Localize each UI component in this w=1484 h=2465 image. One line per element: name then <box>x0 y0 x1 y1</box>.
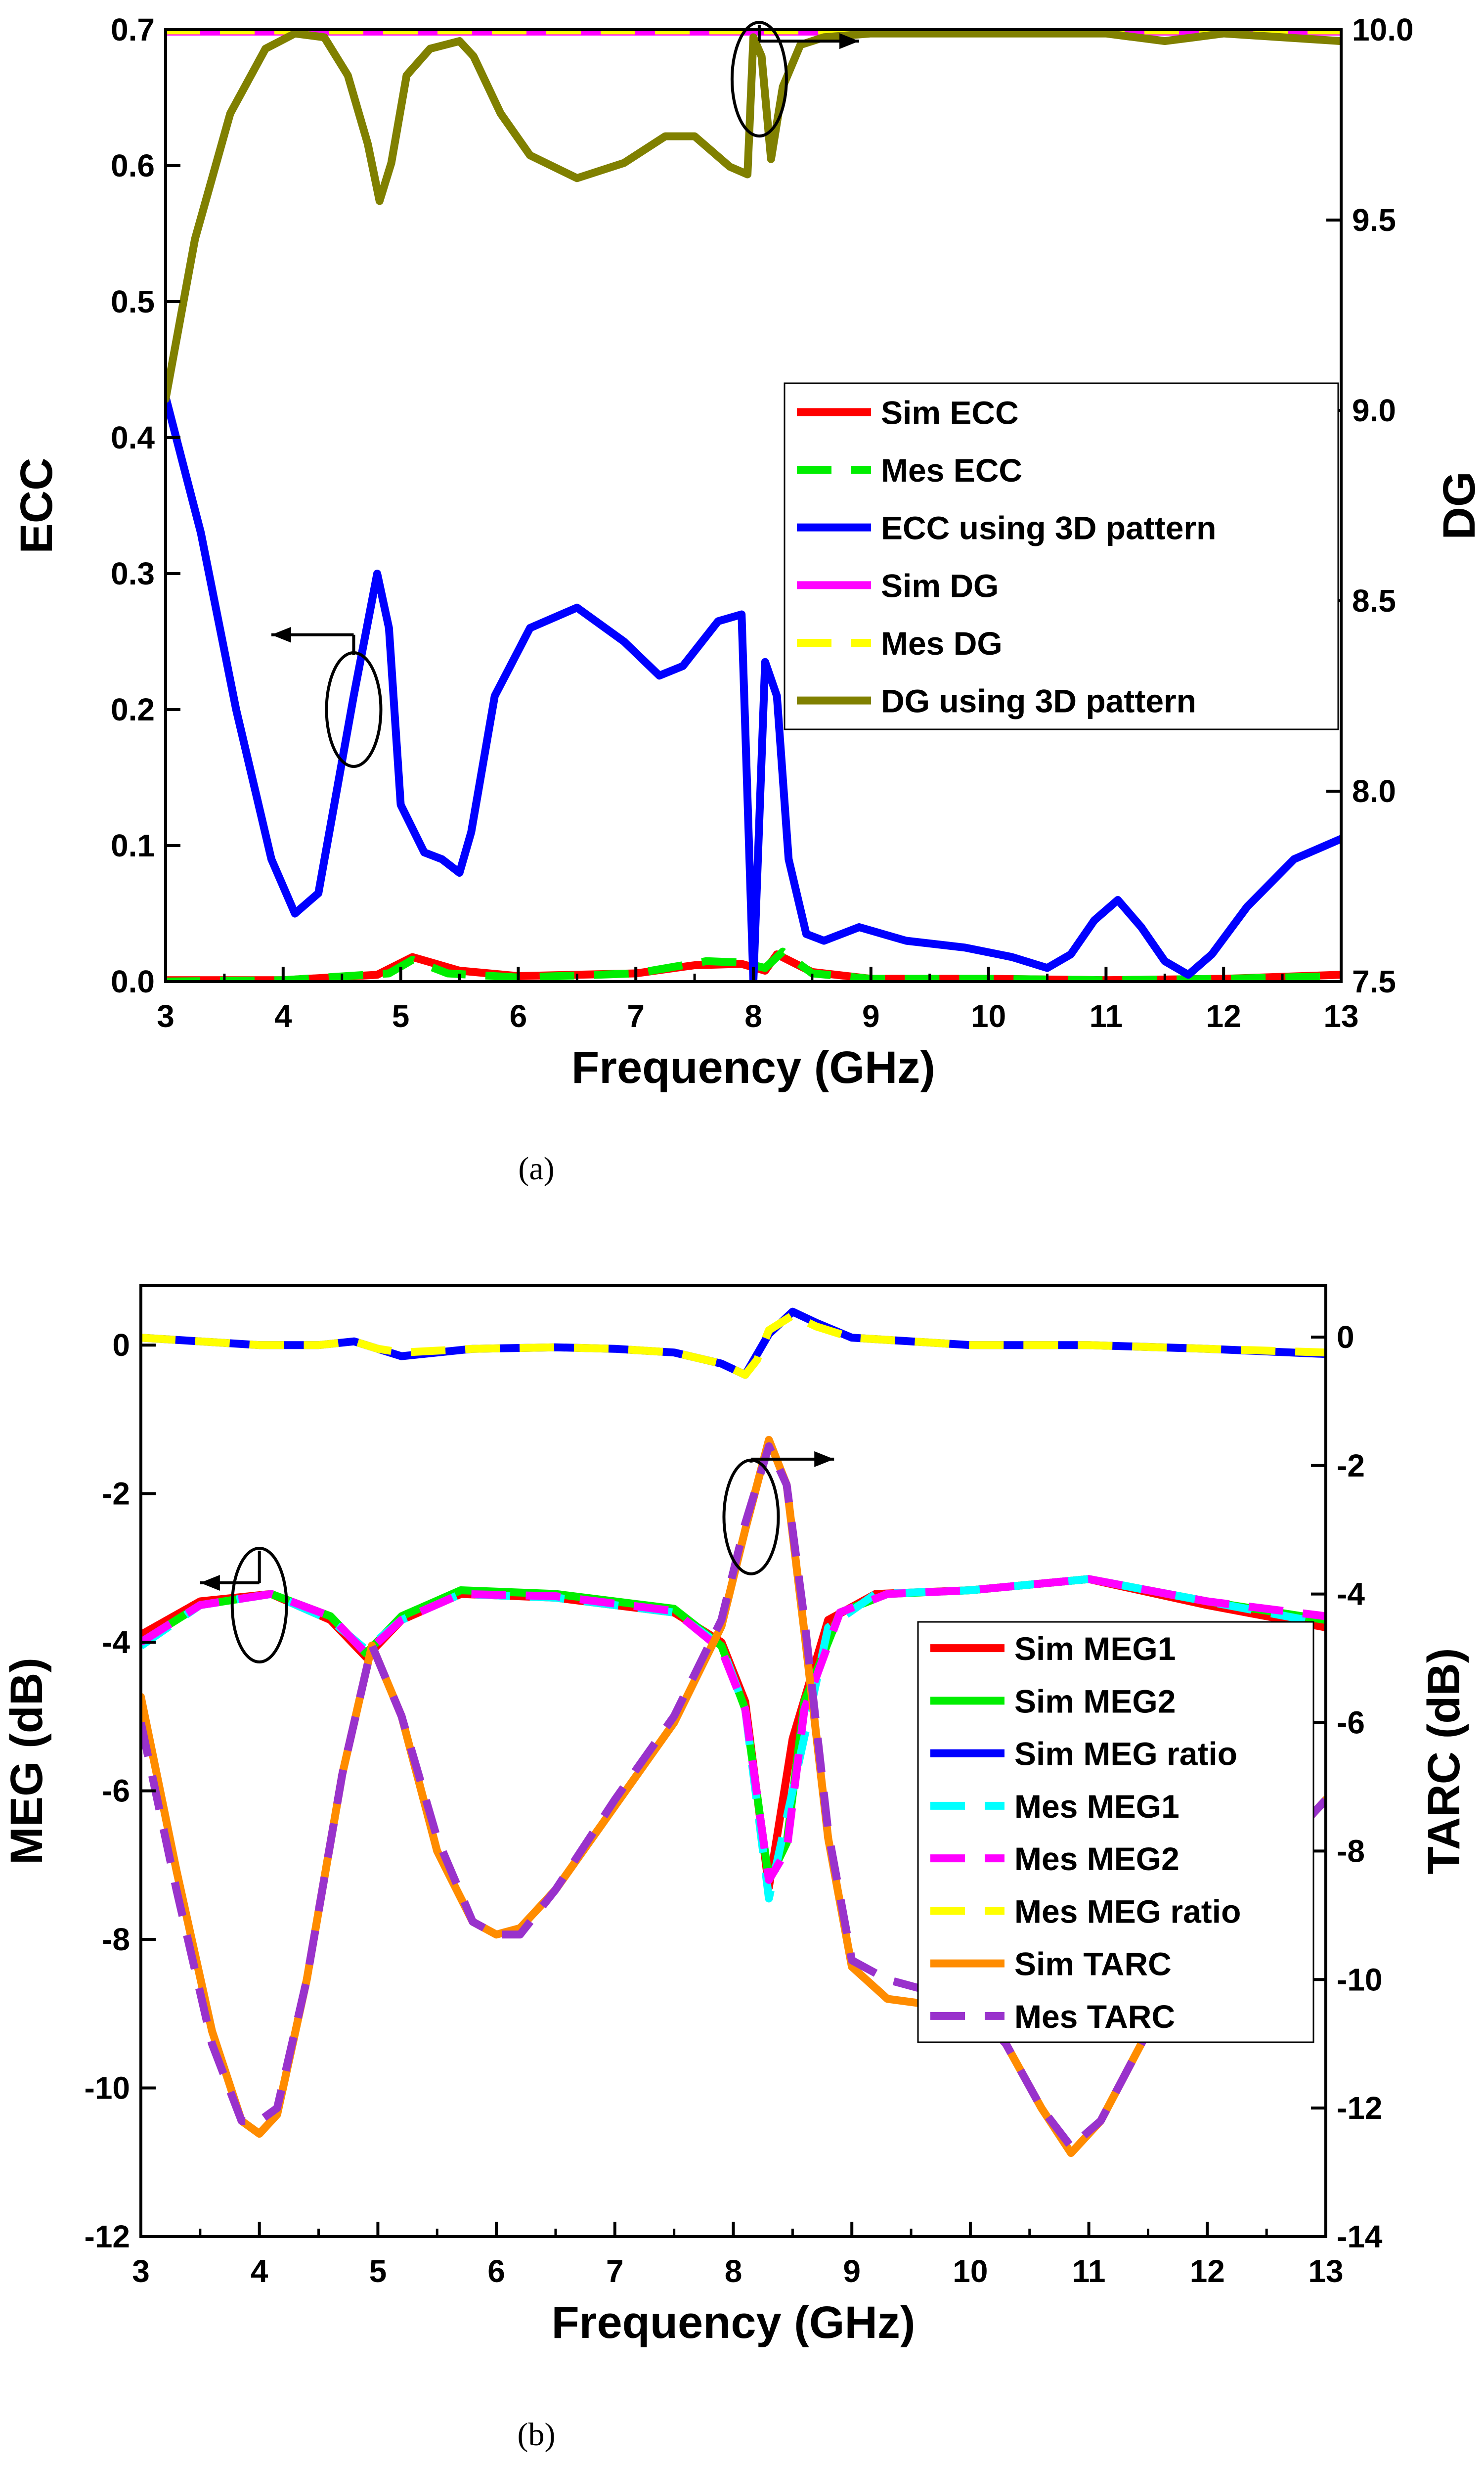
annotation-arrow-head <box>814 1451 834 1467</box>
series-line-mes-ecc <box>166 947 1341 982</box>
series-line-mes-meg-ratio <box>141 1311 1326 1379</box>
y2-tick-label: -2 <box>1337 1448 1365 1483</box>
legend-box <box>784 382 1339 730</box>
y-tick-label: 0.0 <box>111 964 155 999</box>
y2-tick-label: 10.0 <box>1352 12 1414 47</box>
annotation-right <box>730 21 860 138</box>
figure-caption: (a) <box>518 1151 554 1187</box>
y2-tick-label: -14 <box>1337 2219 1383 2254</box>
y2-tick-label: 9.5 <box>1352 202 1396 238</box>
legend-label: Sim ECC <box>881 394 1019 431</box>
chart-a: 3 4 5 6 7 8 9 10 11 12 13 0.0 0.1 0.2 0.3 0.4 0.5 0.6 0.7 7… <box>11 12 1484 1187</box>
x-tick-label: 11 <box>1072 2253 1106 2289</box>
y-tick-label: -2 <box>102 1476 130 1512</box>
y-tick-label: 0.5 <box>111 284 155 319</box>
y2-tick-label: -6 <box>1337 1705 1365 1741</box>
x-tick-label: 9 <box>843 2253 861 2289</box>
legend-label: DG using 3D pattern <box>881 683 1196 719</box>
y2-tick-label: -12 <box>1337 2090 1383 2126</box>
y-tick-label: -10 <box>85 2070 131 2106</box>
series-line-mes-meg2 <box>141 1575 1326 1884</box>
y2-tick-label: -4 <box>1337 1576 1365 1612</box>
x-tick-label: 6 <box>510 998 527 1034</box>
y-tick-label: 0.2 <box>111 692 155 727</box>
y-tick-label: -4 <box>102 1624 130 1660</box>
legend-label: Sim TARC <box>1014 1946 1172 1982</box>
series-line-dg-using-3d-pattern <box>166 30 1341 403</box>
legend-label: Mes DG <box>881 625 1003 662</box>
y2-axis-label: TARC (dB) <box>1419 1648 1469 1874</box>
x-tick-label: 5 <box>392 998 410 1034</box>
y2-tick-label: -8 <box>1337 1833 1365 1869</box>
y2-tick-label: 0 <box>1337 1319 1354 1355</box>
legend-label: Sim DG <box>881 567 999 604</box>
x-tick-label: 7 <box>627 998 645 1034</box>
y2-axis-label: DG <box>1434 472 1484 540</box>
x-tick-label: 8 <box>744 998 762 1034</box>
x-axis-label: Frequency (GHz) <box>551 2297 915 2348</box>
legend-label: Mes TARC <box>1014 1998 1175 2035</box>
chart-b: 3 4 5 6 7 8 9 10 11 12 13 0 -2 -4 -6 -8 -10 -12 0 -2 -4 -6 -8 -… <box>1 1284 1469 2453</box>
x-tick-label: 4 <box>251 2253 268 2289</box>
annotation-ellipse <box>230 1547 288 1664</box>
legend-label: Mes ECC <box>881 452 1022 489</box>
y2-tick-label: 8.5 <box>1352 583 1396 619</box>
x-tick-label: 13 <box>1323 998 1358 1034</box>
annotation-ellipse <box>730 21 788 138</box>
x-tick-label: 4 <box>274 998 292 1034</box>
legend-label: Mes MEG2 <box>1014 1840 1179 1877</box>
y2-tick-label: -10 <box>1337 1962 1383 1997</box>
x-tick-label: 7 <box>606 2253 624 2289</box>
annotation-right <box>722 1451 834 1575</box>
y-tick-label: 0.3 <box>111 556 155 591</box>
series-group <box>141 1307 1326 2157</box>
x-tick-label: 9 <box>862 998 880 1034</box>
figure-caption: (b) <box>518 2417 556 2453</box>
series-line-mes-tarc <box>141 1442 1326 2151</box>
legend: Sim ECC Mes ECC ECC using 3D pattern Sim DG… <box>784 382 1339 730</box>
x-tick-label: 5 <box>369 2253 387 2289</box>
x-tick-label: 3 <box>157 998 175 1034</box>
y-axis-label: MEG (dB) <box>1 1658 52 1865</box>
y-axis-label: ECC <box>11 457 62 553</box>
series-line-ecc-using-3d-pattern <box>166 393 1341 982</box>
legend-label: Mes MEG ratio <box>1014 1893 1241 1929</box>
y-tick-label: 0.4 <box>111 420 155 455</box>
y-tick-label: 0.7 <box>111 12 155 47</box>
x-tick-label: 10 <box>953 2253 988 2289</box>
legend-label: ECC using 3D pattern <box>881 510 1216 546</box>
x-tick-label: 13 <box>1308 2253 1343 2289</box>
y2-tick-label: 9.0 <box>1352 393 1396 428</box>
series-line-mes-meg1 <box>141 1575 1326 1903</box>
legend-label: Sim MEG2 <box>1014 1683 1176 1719</box>
y-tick-label: 0.6 <box>111 148 155 183</box>
x-tick-label: 11 <box>1090 998 1123 1034</box>
x-tick-label: 12 <box>1190 2253 1225 2289</box>
annotation-arrow-head <box>200 1574 220 1591</box>
x-tick-label: 12 <box>1206 998 1241 1034</box>
x-tick-label: 6 <box>487 2253 505 2289</box>
annotation-left <box>271 627 383 768</box>
legend-label: Sim MEG1 <box>1014 1630 1176 1667</box>
legend-label: Mes MEG1 <box>1014 1788 1179 1825</box>
y-tick-label: -8 <box>102 1922 130 1957</box>
y-tick-label: -6 <box>102 1773 130 1809</box>
y-tick-label: -12 <box>85 2219 131 2254</box>
x-tick-label: 10 <box>971 998 1006 1034</box>
x-axis-label: Frequency (GHz) <box>571 1042 935 1093</box>
y2-tick-label: 8.0 <box>1352 773 1396 809</box>
x-tick-label: 8 <box>725 2253 742 2289</box>
annotation-left <box>200 1547 288 1664</box>
annotation-arrow-head <box>271 627 292 643</box>
y-tick-label: 0 <box>112 1327 130 1363</box>
legend-label: Sim MEG ratio <box>1014 1736 1237 1772</box>
y-tick-label: 0.1 <box>111 828 155 863</box>
x-tick-label: 3 <box>132 2253 150 2289</box>
legend: Sim MEG1 Sim MEG2 Sim MEG ratio Mes MEG1 Mes… <box>917 1621 1314 2043</box>
annotation-arrow-head <box>839 33 860 49</box>
y2-tick-label: 7.5 <box>1352 964 1396 999</box>
legend-box <box>917 1621 1314 2043</box>
